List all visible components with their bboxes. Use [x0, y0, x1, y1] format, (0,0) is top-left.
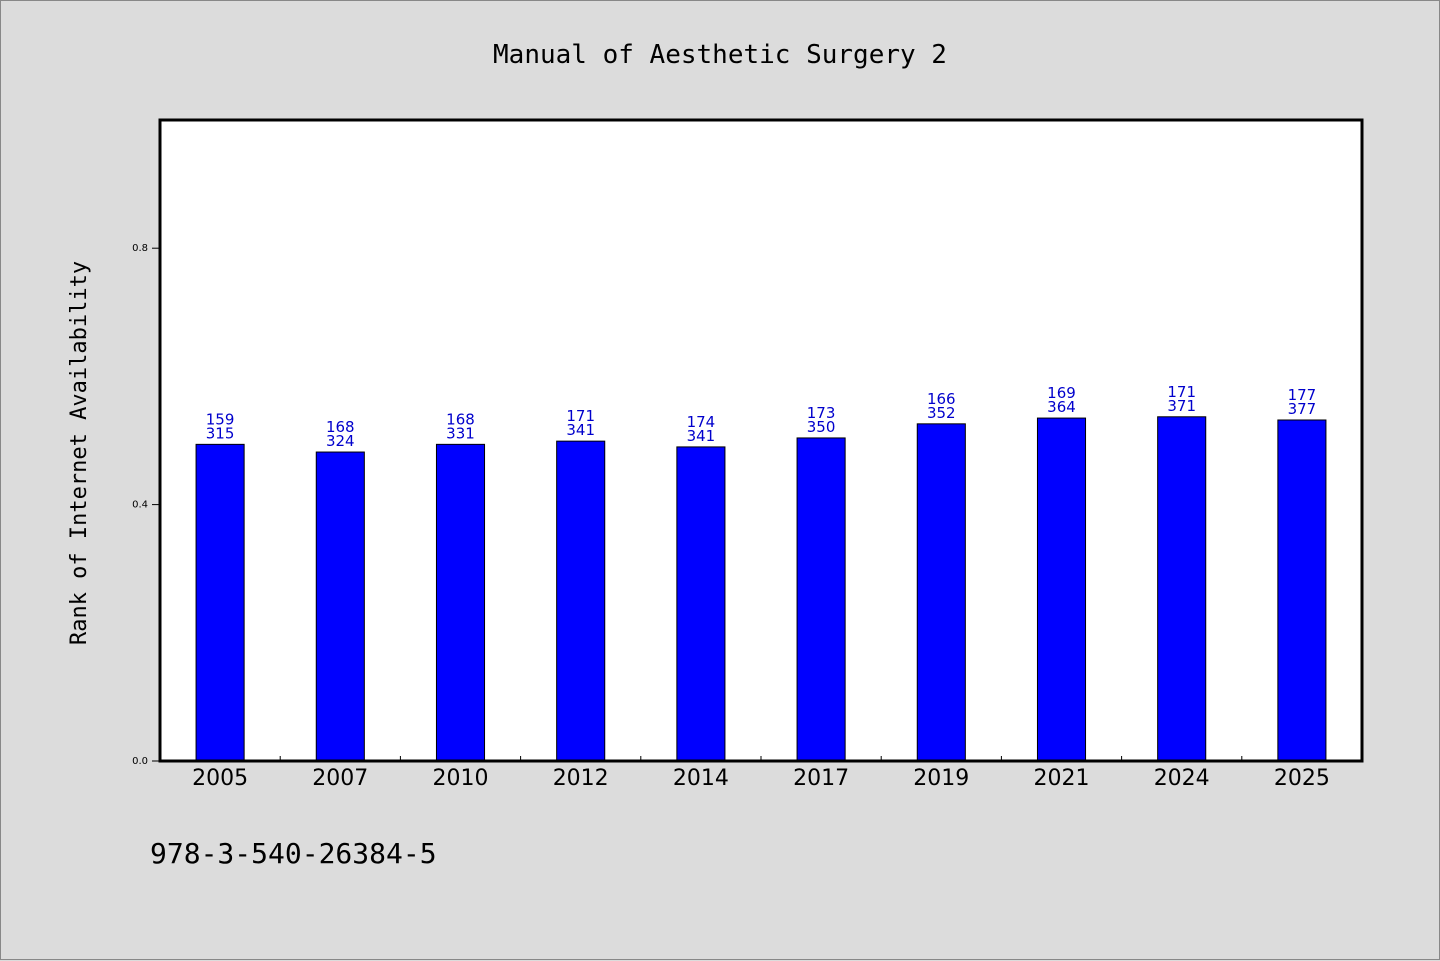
data-label-top-2010: 168: [446, 410, 475, 428]
bar-2025: [1277, 419, 1327, 762]
y-tick-label: 0.4: [132, 500, 148, 511]
plot-border: [158, 118, 1364, 763]
data-label-bottom-2021: 364: [1047, 398, 1076, 416]
bar-2014: [676, 446, 726, 762]
bar-2007: [315, 451, 365, 762]
x-tick-label-2007: 2007: [312, 766, 368, 791]
bar-2017: [796, 437, 846, 762]
data-label-top-2012: 171: [566, 407, 595, 425]
x-tick-label-2019: 2019: [913, 766, 969, 791]
data-label-bottom-2014: 341: [687, 427, 716, 445]
data-label-top-2005: 159: [206, 410, 235, 428]
bar-2010: [435, 443, 486, 762]
data-label-bottom-2012: 341: [566, 421, 595, 439]
x-tick-label-2005: 2005: [192, 766, 248, 791]
bar-2021: [1036, 417, 1087, 762]
x-tick-label-2014: 2014: [673, 766, 729, 791]
isbn-footnote: 978-3-540-26384-5: [150, 837, 437, 870]
data-label-top-2019: 166: [927, 390, 956, 408]
data-label-top-2021: 169: [1047, 384, 1076, 402]
x-tick-label-2012: 2012: [553, 766, 609, 791]
x-tick-label-2021: 2021: [1034, 766, 1090, 791]
x-tick-label-2010: 2010: [433, 766, 489, 791]
y-tick-label: 0.0: [132, 756, 148, 767]
data-label-bottom-2005: 315: [206, 424, 235, 442]
bar-2019: [916, 423, 966, 762]
bars-layer: [195, 416, 1327, 762]
x-tick-label-2025: 2025: [1274, 766, 1330, 791]
y-axis-label: Rank of Internet Availability: [67, 261, 92, 645]
bar-2012: [556, 440, 606, 762]
x-tick-label-2017: 2017: [793, 766, 849, 791]
axis-ticks-layer: 2005 2007 2010 2012 2014 2017 2019 2021 2024 2025…: [132, 243, 1330, 791]
data-label-bottom-2007: 324: [326, 432, 355, 450]
chart-title: Manual of Aesthetic Surgery 2: [493, 40, 947, 70]
data-label-bottom-2017: 350: [807, 418, 836, 436]
data-label-top-2007: 168: [326, 418, 355, 436]
data-label-bottom-2010: 331: [446, 424, 475, 442]
data-label-bottom-2025: 377: [1288, 400, 1317, 418]
data-label-bottom-2019: 352: [927, 404, 956, 422]
bar-2024: [1157, 416, 1207, 762]
data-label-bottom-2024: 371: [1167, 397, 1196, 415]
data-label-top-2024: 171: [1167, 383, 1196, 401]
data-label-top-2014: 174: [687, 413, 716, 431]
bar-2005: [195, 443, 245, 762]
data-label-top-2017: 173: [807, 404, 836, 422]
y-tick-label: 0.8: [132, 243, 148, 254]
x-tick-label-2024: 2024: [1154, 766, 1210, 791]
data-label-top-2025: 177: [1288, 386, 1317, 404]
